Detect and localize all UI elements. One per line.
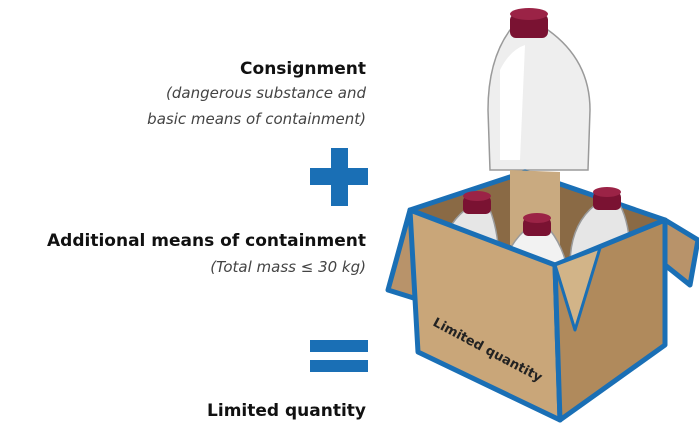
consignment-title: Consignment (240, 59, 366, 79)
consignment-note: basic means of containment) (147, 110, 366, 128)
consignment-note: (dangerous substance and (166, 84, 366, 102)
diagram: Consignment (dangerous substance and bas… (0, 0, 699, 426)
page: Consignment (dangerous substance and bas… (0, 0, 699, 426)
additional-title: Additional means of containment (47, 231, 366, 251)
additional-note: (Total mass ≤ 30 kg) (210, 258, 366, 276)
result-title: Limited quantity (207, 401, 366, 421)
plus-sign (310, 148, 368, 206)
box-illustration: Limited quantity (388, 8, 698, 420)
equals-sign (310, 340, 368, 372)
